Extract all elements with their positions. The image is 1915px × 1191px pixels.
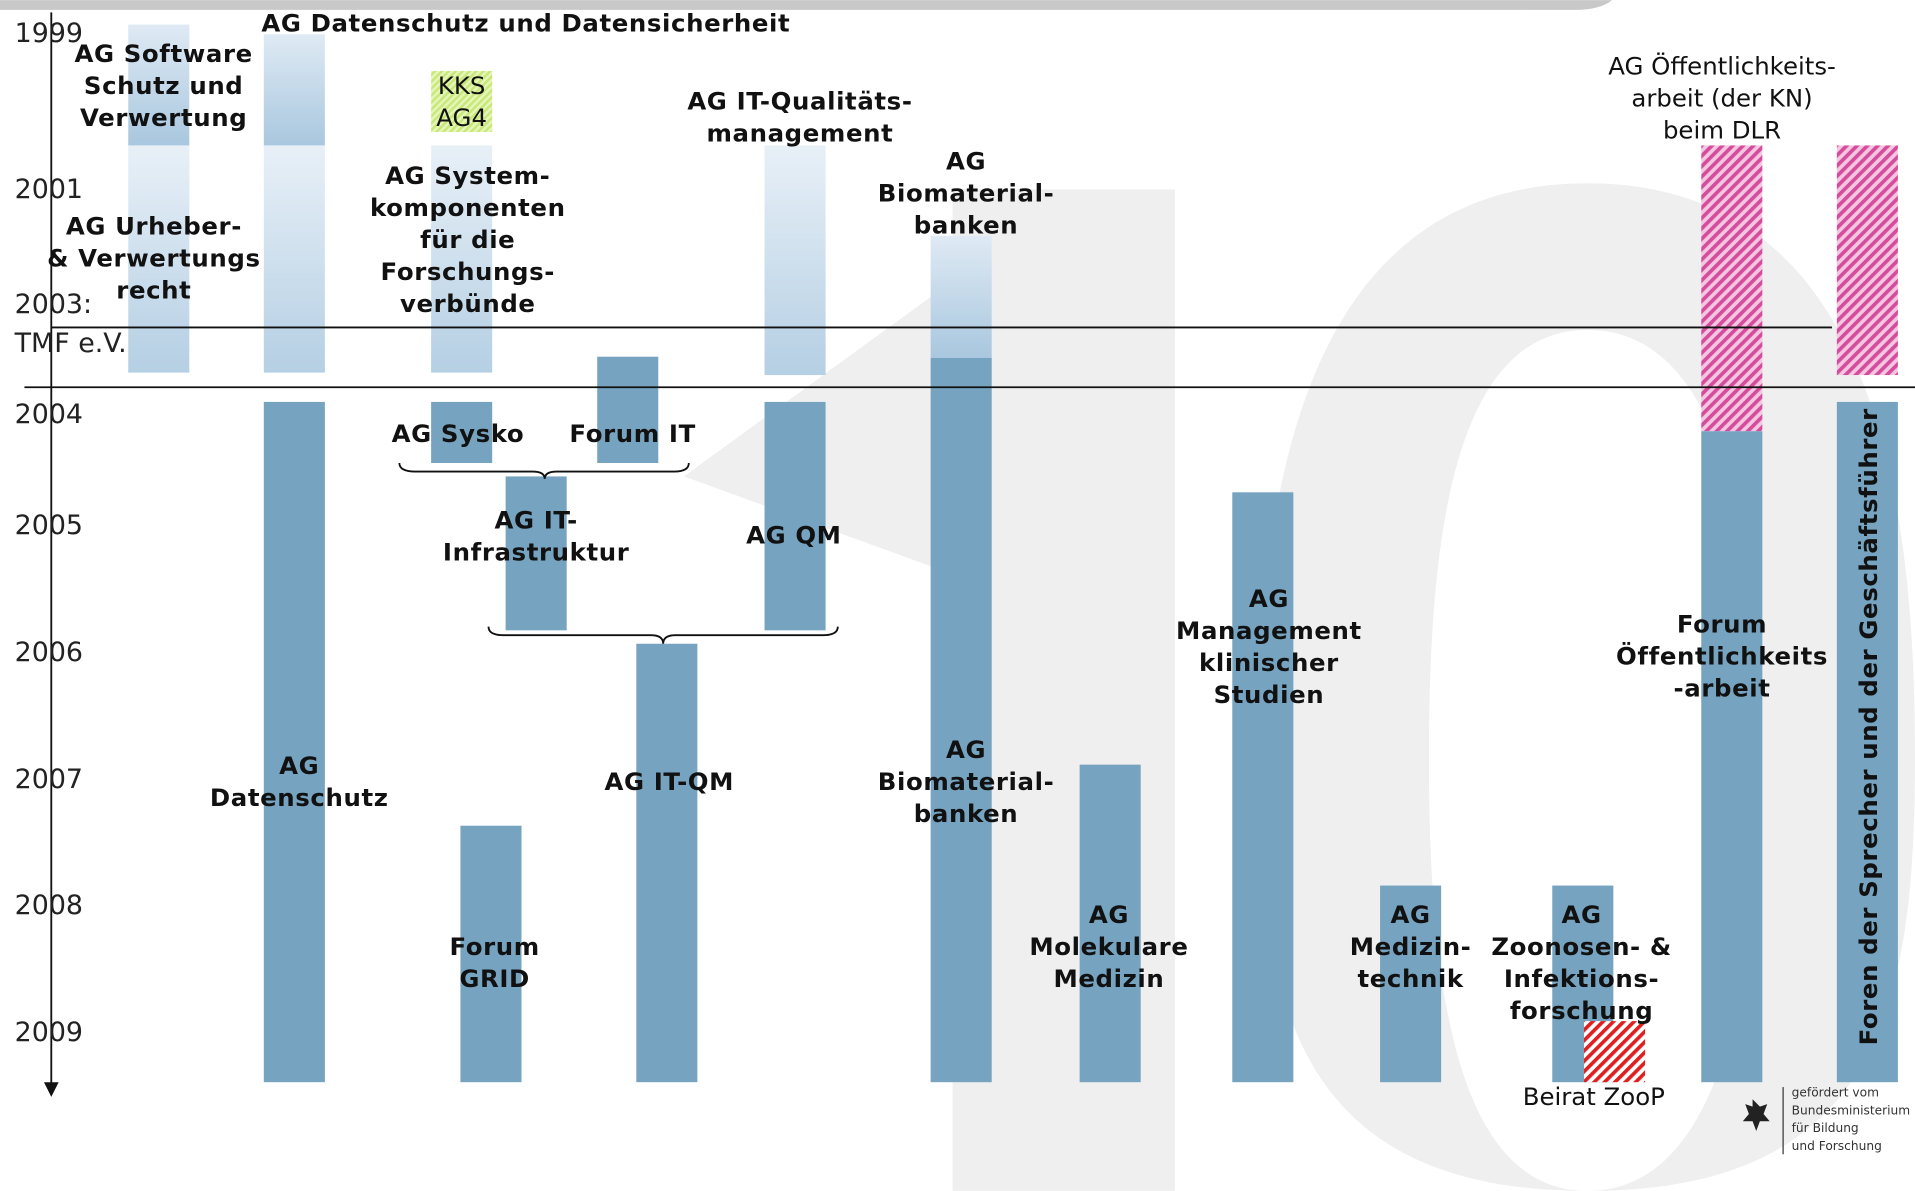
bar-label: beim DLR bbox=[1663, 115, 1781, 144]
bar-label: AG Urheber- bbox=[66, 211, 242, 240]
bar-label: Schutz und bbox=[84, 71, 244, 100]
bar-label: management bbox=[706, 119, 893, 148]
bar-label: Medizin- bbox=[1350, 932, 1472, 961]
bar-label: Medizin bbox=[1053, 964, 1164, 993]
bar-label: Biomaterial- bbox=[878, 767, 1055, 796]
year-label: 1999 bbox=[15, 18, 83, 49]
bar-label: Studien bbox=[1214, 680, 1325, 709]
bar-label: komponenten bbox=[370, 193, 566, 222]
year-label: 2005 bbox=[15, 510, 83, 541]
bar-label: banken bbox=[914, 211, 1018, 240]
bar-label: AG bbox=[1249, 584, 1289, 613]
bar-label: -arbeit bbox=[1674, 673, 1771, 702]
rules bbox=[24, 12, 1915, 1085]
bar-label: AG Öffentlichkeits- bbox=[1608, 51, 1836, 80]
bar-label: KKS bbox=[438, 71, 486, 100]
year-label: 2009 bbox=[15, 1017, 83, 1048]
bar-label: Beirat ZooP bbox=[1523, 1082, 1665, 1111]
bar-label: AG IT-Qualitäts- bbox=[687, 87, 912, 116]
logo-text: und Forschung bbox=[1792, 1139, 1882, 1153]
bar-label: AG4 bbox=[436, 103, 487, 132]
bar-label: Öffentlichkeits bbox=[1616, 640, 1828, 670]
bar-label: arbeit (der KN) bbox=[1631, 83, 1812, 112]
year-label: 2008 bbox=[15, 890, 83, 921]
bar-label: Verwertung bbox=[80, 103, 247, 132]
year-label: 2007 bbox=[15, 764, 83, 795]
bar-label: technik bbox=[1357, 964, 1463, 993]
bar-label: forschung bbox=[1510, 996, 1654, 1025]
logo-text: Bundesministerium bbox=[1792, 1103, 1911, 1117]
bar-label: Forum bbox=[1677, 609, 1767, 638]
bar-label: AG bbox=[1089, 900, 1129, 929]
bar-label: AG bbox=[1562, 900, 1602, 929]
bar-label: AG Sysko bbox=[392, 419, 525, 448]
logo-text: für Bildung bbox=[1792, 1121, 1859, 1135]
bar-label: AG bbox=[946, 147, 986, 176]
bar-label: Management bbox=[1176, 616, 1362, 645]
logo bbox=[1742, 1087, 1784, 1155]
bar-label: banken bbox=[914, 799, 1018, 828]
axis-arrow bbox=[43, 1082, 59, 1097]
bar-label: Zoonosen- & bbox=[1491, 932, 1671, 961]
bar-label: Infektions- bbox=[1504, 964, 1659, 993]
bar-label: Forum bbox=[449, 932, 539, 961]
year-label: 2001 bbox=[15, 174, 83, 205]
bar-label: AG QM bbox=[746, 520, 842, 549]
vertical-label: Foren der Sprecher und der Geschäftsführ… bbox=[1854, 408, 1883, 1045]
bar-label: AG Software bbox=[74, 39, 252, 68]
bar-label: AG bbox=[946, 735, 986, 764]
bar-label: Molekulare bbox=[1029, 932, 1188, 961]
year-label: TMF e.V. bbox=[14, 328, 127, 359]
logo-text: gefördert vom bbox=[1792, 1086, 1879, 1100]
bar-label: Infrastruktur bbox=[443, 538, 629, 567]
bar-label: Biomaterial- bbox=[878, 179, 1055, 208]
bar-label: Forum IT bbox=[569, 419, 695, 448]
year-label: 2006 bbox=[15, 637, 83, 668]
top-band bbox=[0, 0, 1613, 10]
bar-label: für die bbox=[420, 225, 515, 254]
bar-label: Datenschutz bbox=[210, 783, 389, 812]
bar-label: AG bbox=[279, 751, 319, 780]
bar-label: klinischer bbox=[1199, 648, 1339, 677]
bar-label: verbünde bbox=[400, 289, 536, 318]
year-label: 2004 bbox=[15, 399, 83, 430]
bar-label: Forschungs- bbox=[381, 257, 555, 286]
bar-label: AG IT- bbox=[494, 506, 577, 535]
bar-label: AG bbox=[1391, 900, 1431, 929]
bar-label: & Verwertungs bbox=[47, 243, 260, 272]
bar-label: AG System- bbox=[385, 161, 550, 190]
bar-label: AG IT-QM bbox=[604, 767, 734, 796]
bar-label: GRID bbox=[459, 964, 530, 993]
bar-label: recht bbox=[116, 275, 191, 304]
bars bbox=[128, 24, 1898, 1083]
year-label: 2003: bbox=[15, 289, 92, 320]
bar-label: AG Datenschutz und Datensicherheit bbox=[261, 9, 790, 38]
